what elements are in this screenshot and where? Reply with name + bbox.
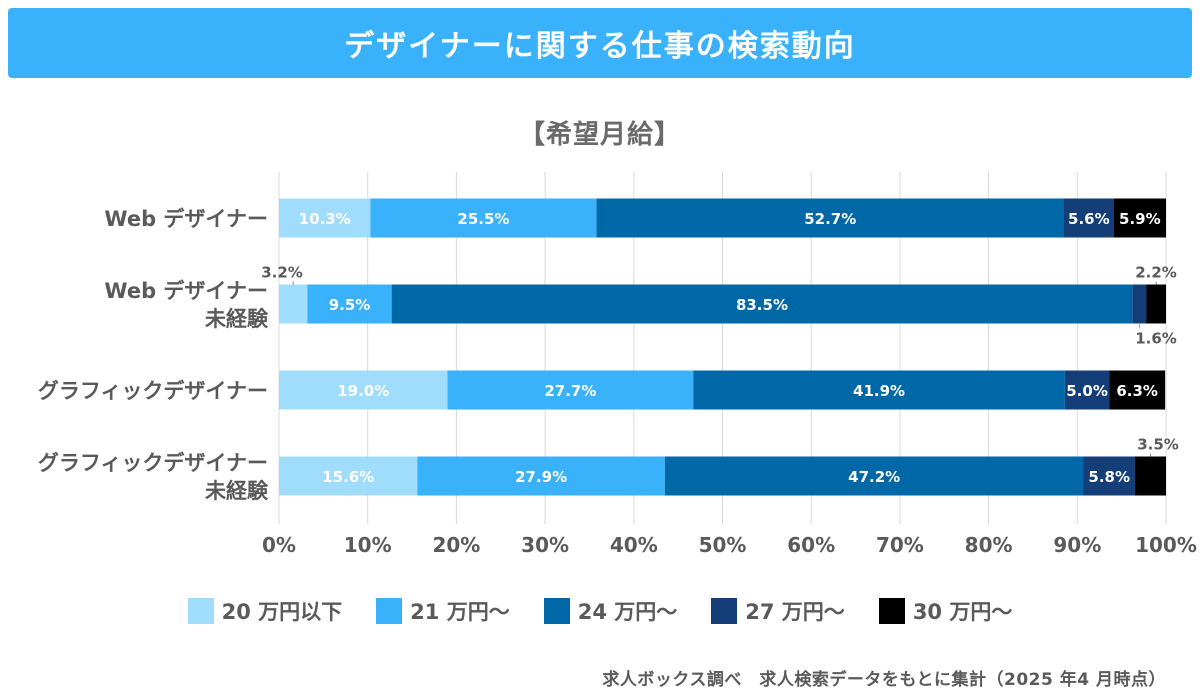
- chart-title: 【希望月給】: [518, 120, 681, 150]
- legend-item: 20 万円以下: [187, 596, 343, 626]
- legend-label: 21 万円〜: [410, 600, 510, 624]
- category-label: グラフィックデザイナー: [38, 451, 268, 475]
- bar-segment: [1063, 198, 1114, 238]
- data-label: 3.5%: [1137, 436, 1179, 454]
- title-banner: デザイナーに関する仕事の検索動向: [8, 8, 1192, 78]
- legend-label: 30 万円〜: [912, 600, 1013, 624]
- x-tick-label: 10%: [344, 533, 392, 557]
- bar-segment: [279, 284, 308, 324]
- legend-label: 24 万円〜: [577, 600, 678, 624]
- page-title: デザイナーに関する仕事の検索動向: [344, 29, 856, 64]
- data-label: 47.2%: [848, 468, 900, 486]
- bar-segment: [1064, 370, 1110, 410]
- bar-segment: [693, 370, 1065, 410]
- bar-segment: [279, 370, 448, 410]
- data-label: 27.9%: [515, 468, 567, 486]
- bar-segment: [1132, 284, 1147, 324]
- legend-item: 21 万円〜: [376, 596, 510, 626]
- legend-swatch: [543, 598, 570, 624]
- data-label: 3.2%: [261, 264, 303, 282]
- bar-segment: [447, 370, 694, 410]
- x-tick-label: 40%: [610, 533, 658, 557]
- category-label: 未経験: [205, 307, 269, 331]
- data-label: 1.6%: [1135, 330, 1177, 348]
- bar-segment: [1113, 198, 1166, 238]
- bar-segment: [1109, 370, 1166, 410]
- data-label: 83.5%: [736, 296, 788, 314]
- data-label: 2.2%: [1135, 264, 1177, 282]
- data-label: 5.0%: [1066, 382, 1108, 400]
- x-tick-label: 0%: [262, 533, 296, 557]
- x-tick-label: 30%: [521, 533, 569, 557]
- category-label: Web デザイナー: [104, 279, 268, 303]
- bar-segment: [307, 284, 392, 324]
- legend-label: 20 万円以下: [221, 600, 343, 624]
- bar-segment: [279, 198, 371, 238]
- x-tick-label: 60%: [787, 533, 835, 557]
- x-tick-label: 90%: [1053, 533, 1101, 557]
- data-label: 15.6%: [322, 468, 374, 486]
- legend-item: 30 万円〜: [878, 596, 1013, 626]
- legend-swatch: [376, 598, 403, 624]
- source-footnote: 求人ボックス調べ 求人検索データをもとに集計（2025 年4 月時点）: [602, 670, 1166, 690]
- category-label: Web デザイナー: [104, 207, 268, 231]
- bar-segment: [1083, 456, 1135, 496]
- legend-swatch: [878, 598, 905, 624]
- data-label: 19.0%: [337, 382, 389, 400]
- chart-legend: 20 万円以下 21 万円〜 24 万円〜 27 万円〜 30 万円〜: [0, 596, 1200, 626]
- legend-swatch: [187, 598, 214, 624]
- data-label: 5.9%: [1119, 210, 1161, 228]
- x-tick-label: 100%: [1135, 533, 1197, 557]
- data-label: 5.6%: [1068, 210, 1110, 228]
- legend-item: 24 万円〜: [543, 596, 678, 626]
- bar-segment: [1134, 456, 1166, 496]
- legend-label: 27 万円〜: [745, 600, 845, 624]
- bar-segment: [596, 198, 1064, 238]
- x-tick-label: 20%: [432, 533, 480, 557]
- stacked-bar-chart: 0% 10% 20% 30% 40% 50% 60% 70% 80% 90% 100% Web デザイ…: [38, 172, 1197, 557]
- bar-segment: [391, 284, 1133, 324]
- data-label: 5.8%: [1088, 468, 1130, 486]
- legend-swatch: [711, 598, 738, 624]
- data-label: 9.5%: [329, 296, 371, 314]
- data-label: 41.9%: [853, 382, 905, 400]
- data-label: 6.3%: [1116, 382, 1158, 400]
- bar-segment: [370, 198, 597, 238]
- x-tick-label: 80%: [965, 533, 1013, 557]
- x-tick-label: 50%: [699, 533, 747, 557]
- category-label: グラフィックデザイナー: [38, 379, 268, 403]
- bar-segment: [1146, 284, 1166, 324]
- legend-item: 27 万円〜: [711, 596, 845, 626]
- bar-segment: [279, 456, 418, 496]
- data-label: 52.7%: [804, 210, 856, 228]
- data-label: 10.3%: [299, 210, 351, 228]
- category-label: 未経験: [205, 479, 269, 503]
- bar-segment: [417, 456, 665, 496]
- data-label: 25.5%: [457, 210, 509, 228]
- bar-segment: [664, 456, 1084, 496]
- x-tick-label: 70%: [876, 533, 924, 557]
- data-label: 27.7%: [544, 382, 596, 400]
